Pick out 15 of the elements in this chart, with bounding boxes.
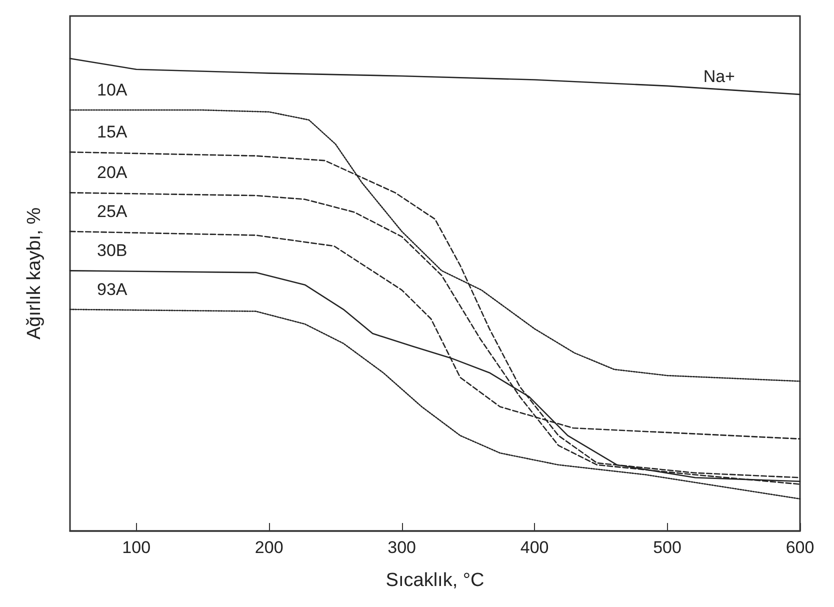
- series-label: 15A: [97, 122, 128, 142]
- x-tick-label: 600: [786, 538, 814, 557]
- x-tick-label: 100: [122, 538, 151, 557]
- series-label: 93A: [97, 280, 128, 299]
- series-label: 10A: [97, 80, 128, 100]
- series-label: 20A: [97, 163, 128, 182]
- x-tick-label: 200: [254, 538, 284, 557]
- series-label: 30B: [97, 241, 128, 260]
- x-tick-label: 400: [520, 538, 549, 557]
- y-axis-title: Ağırlık kaybı, %: [24, 207, 45, 340]
- x-tick-label: 300: [388, 538, 416, 557]
- series-label: Na+: [703, 66, 736, 86]
- x-axis-title: Sıcaklık, °C: [386, 570, 484, 591]
- x-tick-label: 500: [653, 538, 682, 557]
- series-label: 25A: [97, 202, 128, 221]
